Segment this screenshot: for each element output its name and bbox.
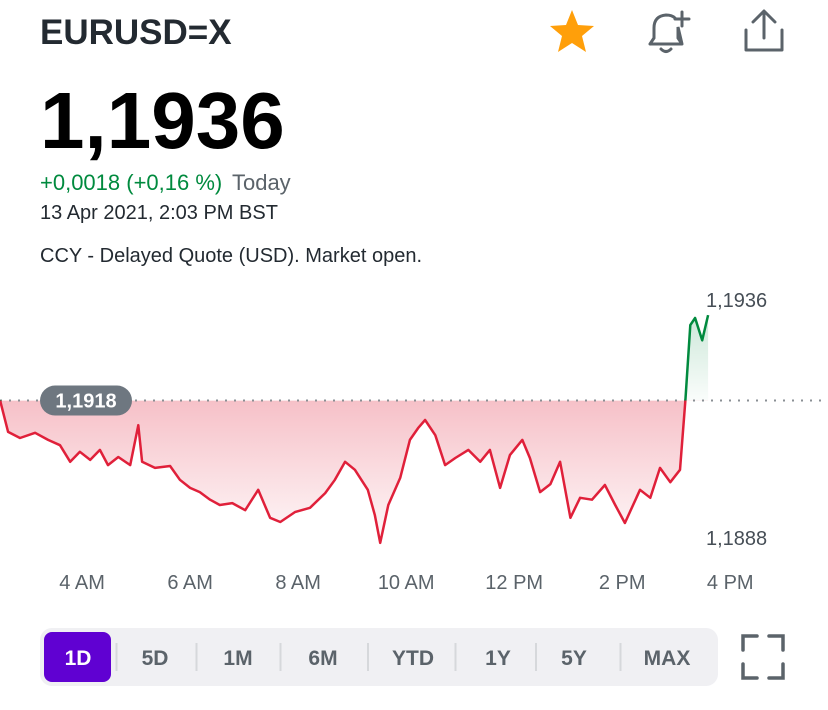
chart: 1,1918 1,1936 1,1888 4 AM 6 AM 8 AM 10 AM 12 PM…: [0, 290, 828, 594]
range-button[interactable]: 1M: [223, 647, 252, 670]
alert-bell[interactable]: [648, 10, 691, 53]
low-label: 1,1888: [706, 528, 767, 550]
change-line: +0,0018 (+0,16 %) Today: [40, 170, 291, 195]
range-button[interactable]: 1D: [65, 647, 92, 670]
x-tick-label: 4 PM: [707, 572, 754, 594]
bell-clapper: [659, 47, 673, 53]
x-tick-label: 6 AM: [167, 572, 213, 594]
fullscreen-corners: [741, 634, 785, 680]
x-tick-label: 8 AM: [275, 572, 321, 594]
symbol: EURUSD=X: [40, 13, 232, 52]
share-box: [744, 28, 784, 52]
previous-close-pill: [40, 385, 132, 416]
x-tick-label: 4 AM: [59, 572, 105, 594]
high-label: 1,1936: [706, 290, 767, 312]
previous-close-label: 1,1918: [55, 391, 116, 413]
bell-plus: [673, 10, 691, 28]
x-tick-label: 10 AM: [378, 572, 435, 594]
range-button[interactable]: 5D: [142, 647, 169, 670]
share-arrow: [751, 9, 777, 40]
range-button[interactable]: 5Y: [561, 647, 587, 670]
change: +0,0018 (+0,16 %): [40, 170, 222, 195]
range-button[interactable]: MAX: [644, 647, 691, 670]
x-tick-label: 2 PM: [599, 572, 646, 594]
range-buttons: 1D 5D 1M 6M YTD 1Y 5Y MAX: [44, 632, 690, 682]
range-bar: [40, 628, 718, 686]
bell-outline: [648, 13, 684, 46]
range-button[interactable]: 1Y: [485, 647, 511, 670]
range-button[interactable]: YTD: [392, 647, 434, 670]
quote-note: CCY - Delayed Quote (USD). Market open.: [40, 245, 422, 267]
share[interactable]: [744, 9, 784, 52]
price: 1,1936: [40, 76, 285, 165]
range-button[interactable]: 6M: [308, 647, 337, 670]
area: [0, 315, 709, 543]
x-tick-label: 12 PM: [485, 572, 543, 594]
favorite-star[interactable]: [550, 10, 594, 52]
range-selected: [44, 632, 111, 682]
price-line: [0, 314, 710, 545]
fullscreen[interactable]: [741, 634, 785, 680]
change-suffix: Today: [232, 170, 291, 195]
timestamp: 13 Apr 2021, 2:03 PM BST: [40, 202, 278, 224]
